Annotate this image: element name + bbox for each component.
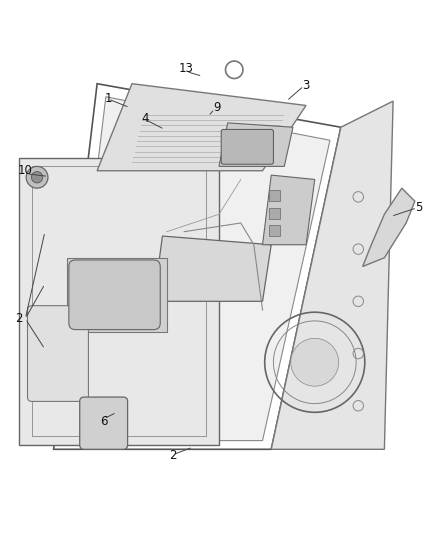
Polygon shape [97,84,306,171]
Polygon shape [67,258,167,332]
Circle shape [291,338,339,386]
Text: 6: 6 [100,415,107,427]
Text: 5: 5 [416,201,423,214]
Polygon shape [219,123,293,166]
Polygon shape [154,236,271,301]
Bar [269,208,280,219]
Text: 2: 2 [170,449,177,462]
FancyBboxPatch shape [80,397,127,449]
Polygon shape [363,188,415,266]
Bar [269,225,280,236]
Text: 13: 13 [179,62,194,75]
Polygon shape [19,158,219,445]
Bar [269,190,280,201]
Text: 2: 2 [15,312,22,325]
FancyBboxPatch shape [221,130,273,164]
Text: 4: 4 [141,112,149,125]
Text: 9: 9 [213,101,221,114]
Text: 3: 3 [302,79,310,92]
Circle shape [26,166,48,188]
Polygon shape [64,97,330,441]
Polygon shape [271,101,393,449]
Text: 1: 1 [104,92,112,106]
Text: 10: 10 [18,164,33,177]
FancyBboxPatch shape [28,305,88,401]
Circle shape [32,172,43,183]
Polygon shape [262,175,315,245]
FancyBboxPatch shape [69,260,160,329]
